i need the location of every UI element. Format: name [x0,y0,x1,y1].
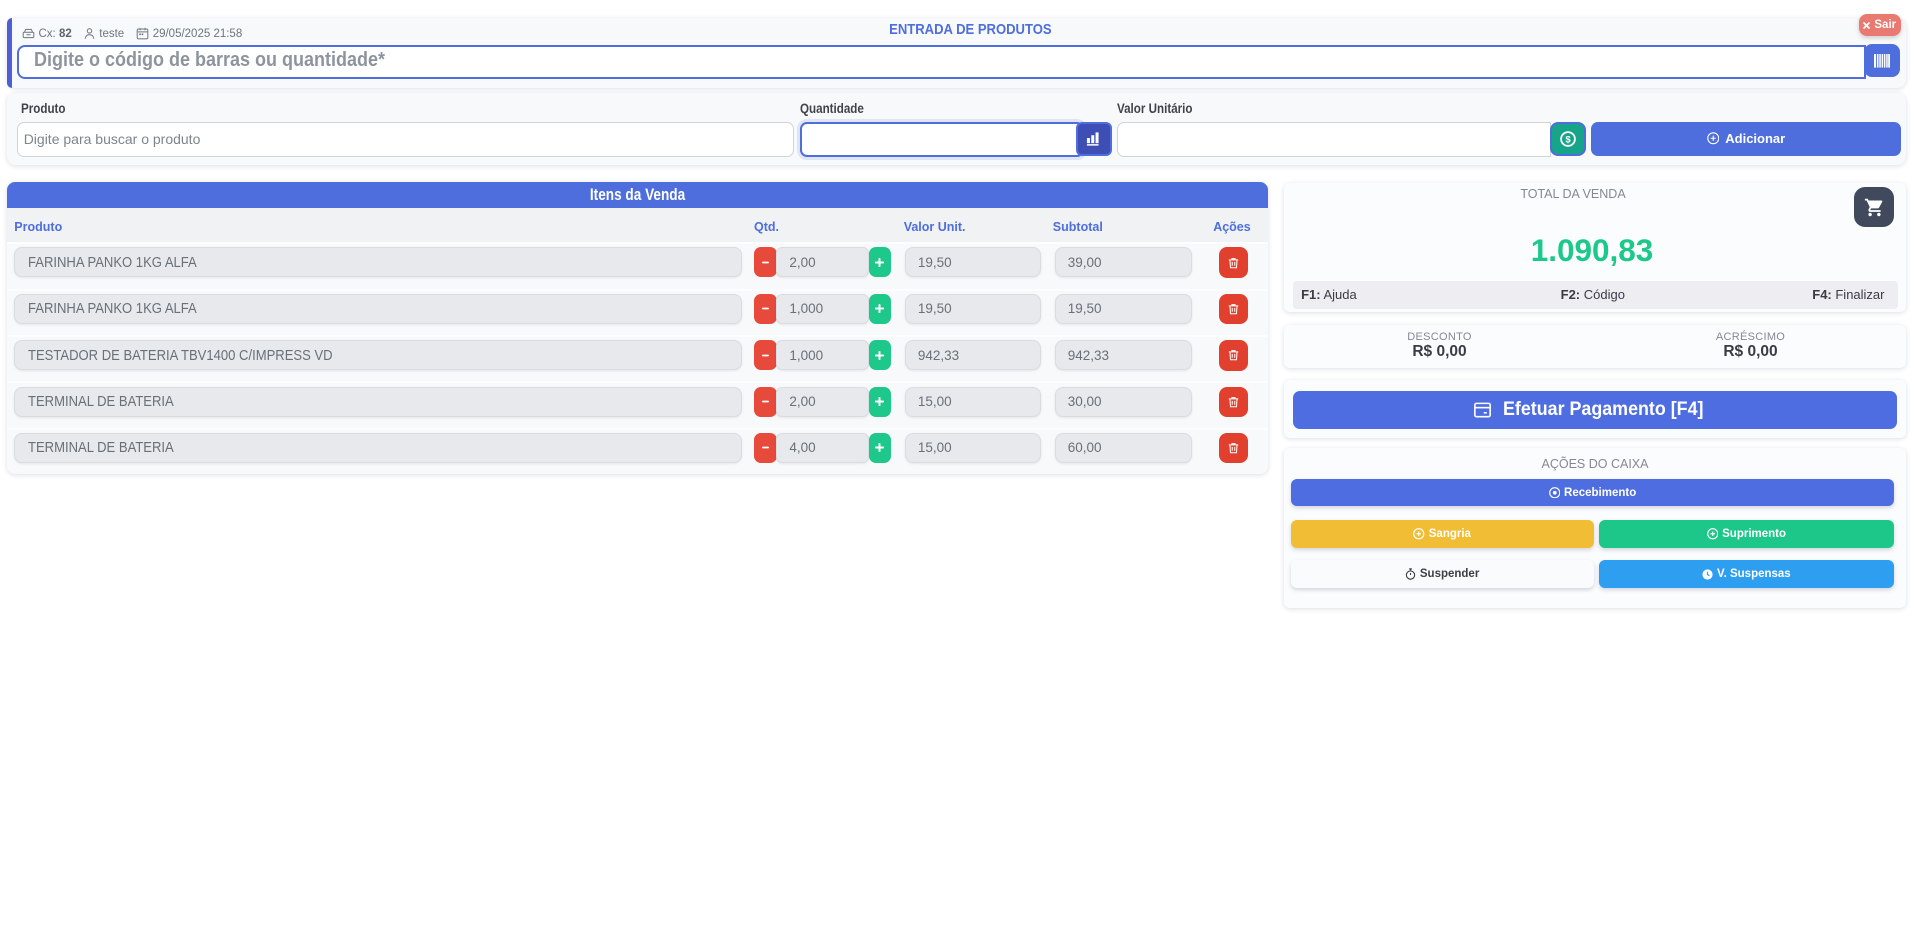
svg-text:$: $ [1565,134,1571,145]
